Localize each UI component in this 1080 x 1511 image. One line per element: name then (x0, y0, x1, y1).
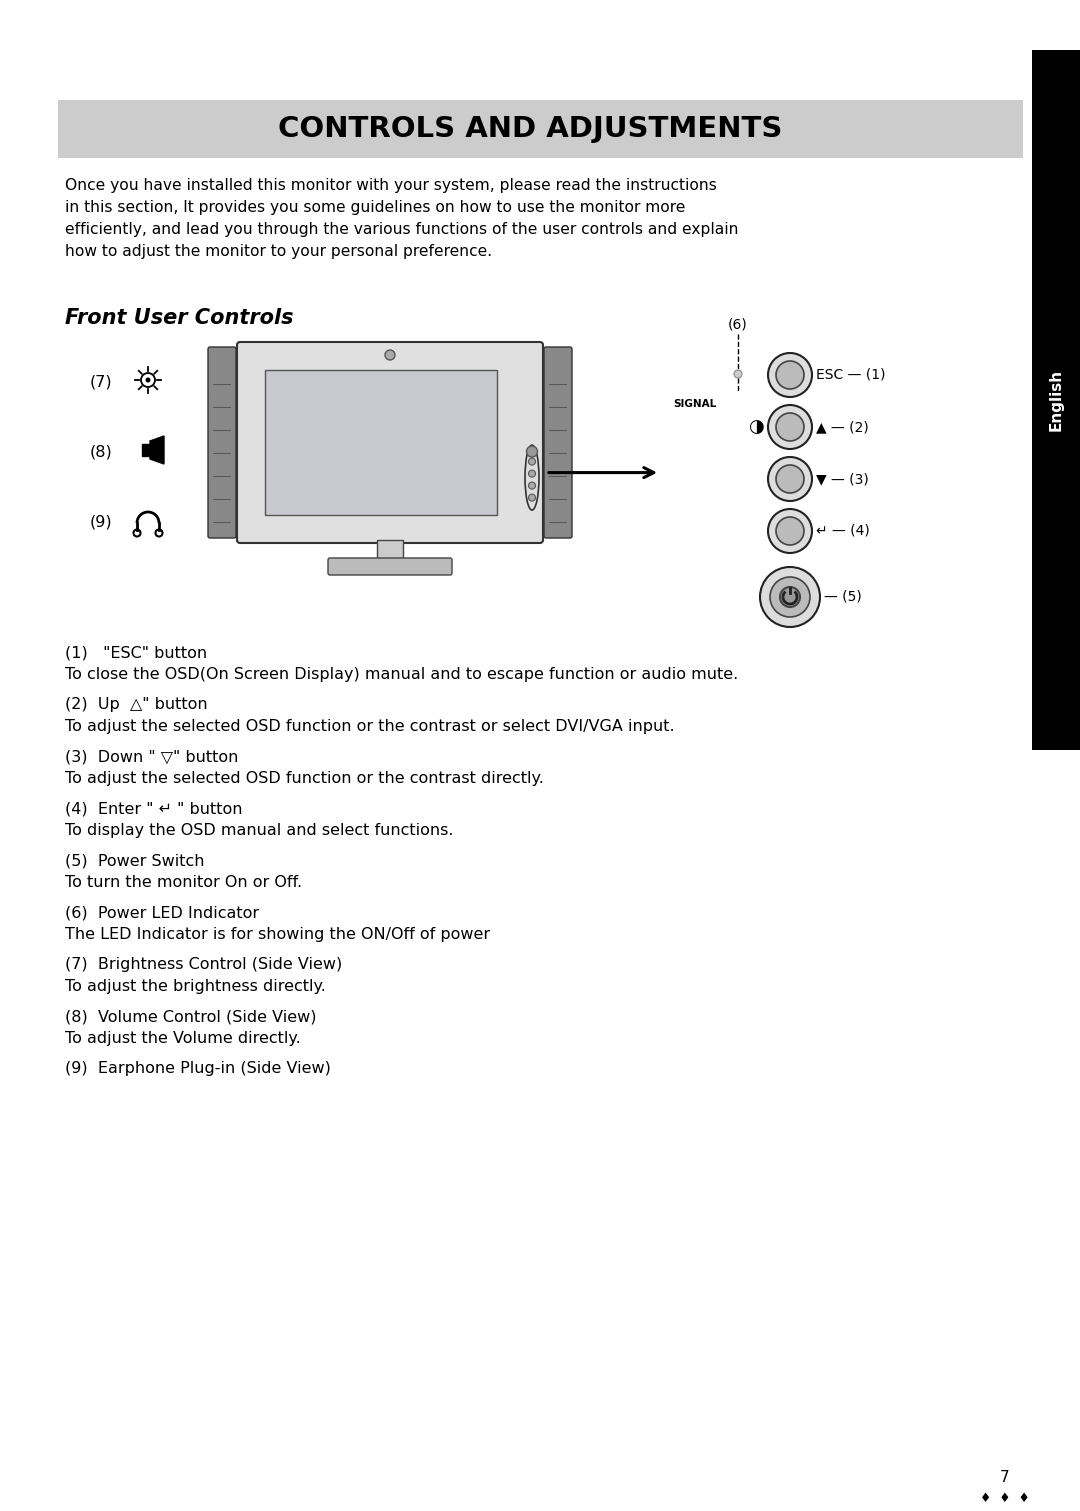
Circle shape (528, 470, 536, 477)
Text: (9): (9) (90, 515, 112, 529)
Circle shape (768, 456, 812, 502)
Circle shape (384, 351, 395, 360)
Text: (9)  Earphone Plug-in (Side View): (9) Earphone Plug-in (Side View) (65, 1061, 330, 1076)
Text: To adjust the selected OSD function or the contrast or select DVI/VGA input.: To adjust the selected OSD function or t… (65, 719, 675, 734)
Text: To display the OSD manual and select functions.: To display the OSD manual and select fun… (65, 823, 454, 839)
Circle shape (760, 567, 820, 627)
Text: To turn the monitor On or Off.: To turn the monitor On or Off. (65, 875, 302, 890)
Circle shape (777, 517, 804, 545)
Text: (5)  Power Switch: (5) Power Switch (65, 854, 204, 867)
Text: (4)  Enter " ↵ " button: (4) Enter " ↵ " button (65, 801, 243, 816)
Text: Once you have installed this monitor with your system, please read the instructi: Once you have installed this monitor wit… (65, 178, 717, 193)
Circle shape (780, 586, 800, 607)
Text: To adjust the Volume directly.: To adjust the Volume directly. (65, 1031, 300, 1046)
Circle shape (768, 509, 812, 553)
Text: (1)   "ESC" button: (1) "ESC" button (65, 645, 207, 660)
Text: in this section, It provides you some guidelines on how to use the monitor more: in this section, It provides you some gu… (65, 199, 686, 215)
Text: To adjust the selected OSD function or the contrast directly.: To adjust the selected OSD function or t… (65, 771, 544, 786)
Text: (8)  Volume Control (Side View): (8) Volume Control (Side View) (65, 1009, 316, 1024)
FancyBboxPatch shape (265, 370, 497, 515)
Ellipse shape (525, 446, 539, 511)
Text: ↵ — (4): ↵ — (4) (816, 524, 869, 538)
Text: (3)  Down " ▽" button: (3) Down " ▽" button (65, 749, 239, 765)
Text: (6)  Power LED Indicator: (6) Power LED Indicator (65, 905, 259, 920)
Text: To close the OSD(On Screen Display) manual and to escape function or audio mute.: To close the OSD(On Screen Display) manu… (65, 666, 739, 681)
Text: how to adjust the monitor to your personal preference.: how to adjust the monitor to your person… (65, 243, 492, 258)
Circle shape (768, 354, 812, 397)
Text: (6): (6) (728, 317, 747, 331)
Text: ♦  ♦  ♦: ♦ ♦ ♦ (981, 1491, 1030, 1505)
Text: To adjust the brightness directly.: To adjust the brightness directly. (65, 979, 326, 994)
Circle shape (146, 378, 150, 382)
FancyBboxPatch shape (377, 539, 403, 561)
FancyBboxPatch shape (328, 558, 453, 576)
Circle shape (770, 577, 810, 616)
FancyBboxPatch shape (1032, 50, 1080, 749)
Text: CONTROLS AND ADJUSTMENTS: CONTROLS AND ADJUSTMENTS (278, 115, 782, 144)
Circle shape (777, 361, 804, 388)
Circle shape (734, 370, 742, 378)
Text: efficiently, and lead you through the various functions of the user controls and: efficiently, and lead you through the va… (65, 222, 739, 237)
Text: ▼ — (3): ▼ — (3) (816, 471, 868, 487)
Polygon shape (150, 437, 164, 464)
Circle shape (777, 465, 804, 493)
FancyBboxPatch shape (237, 341, 543, 542)
Text: (8): (8) (90, 444, 112, 459)
Text: — (5): — (5) (824, 589, 862, 604)
Circle shape (528, 482, 536, 490)
Text: The LED Indicator is for showing the ON/Off of power: The LED Indicator is for showing the ON/… (65, 928, 490, 941)
Text: (7): (7) (90, 375, 112, 390)
Text: 7: 7 (1000, 1470, 1010, 1484)
FancyBboxPatch shape (58, 100, 1023, 159)
Circle shape (527, 446, 538, 458)
FancyBboxPatch shape (141, 444, 150, 456)
Text: ◑: ◑ (748, 419, 764, 437)
FancyBboxPatch shape (544, 348, 572, 538)
FancyBboxPatch shape (208, 348, 237, 538)
Circle shape (777, 413, 804, 441)
Circle shape (528, 458, 536, 465)
Text: Front User Controls: Front User Controls (65, 308, 294, 328)
Text: SIGNAL: SIGNAL (673, 399, 717, 409)
Text: (7)  Brightness Control (Side View): (7) Brightness Control (Side View) (65, 956, 342, 972)
Text: ▲ — (2): ▲ — (2) (816, 420, 868, 434)
Circle shape (528, 494, 536, 502)
Text: (2)  Up  △" button: (2) Up △" button (65, 697, 207, 712)
Circle shape (768, 405, 812, 449)
Text: ESC — (1): ESC — (1) (816, 369, 886, 382)
Text: English: English (1049, 369, 1064, 431)
